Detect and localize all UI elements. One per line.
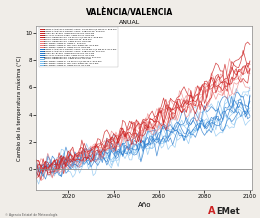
Legend: CNRM-CARRA4CS-CNRMA-C3Rh. C3.6s-ma-C(3 Ma.m-s' RC8.5m, CNRM-CARRA4CS-CNRMA-C3Rh.: CNRM-CARRA4CS-CNRMA-C3Rh. C3.6s-ma-C(3 M… [38, 27, 118, 67]
Text: VALÈNCIA/VALENCIA: VALÈNCIA/VALENCIA [86, 9, 174, 18]
Y-axis label: Cambio de la temperatura máxima (°C): Cambio de la temperatura máxima (°C) [17, 55, 22, 161]
Text: ANUAL: ANUAL [119, 20, 141, 25]
X-axis label: Año: Año [138, 202, 151, 208]
Text: EMet: EMet [216, 207, 239, 216]
Text: A: A [208, 206, 216, 216]
Text: © Agencia Estatal de Meteorología: © Agencia Estatal de Meteorología [5, 213, 57, 217]
